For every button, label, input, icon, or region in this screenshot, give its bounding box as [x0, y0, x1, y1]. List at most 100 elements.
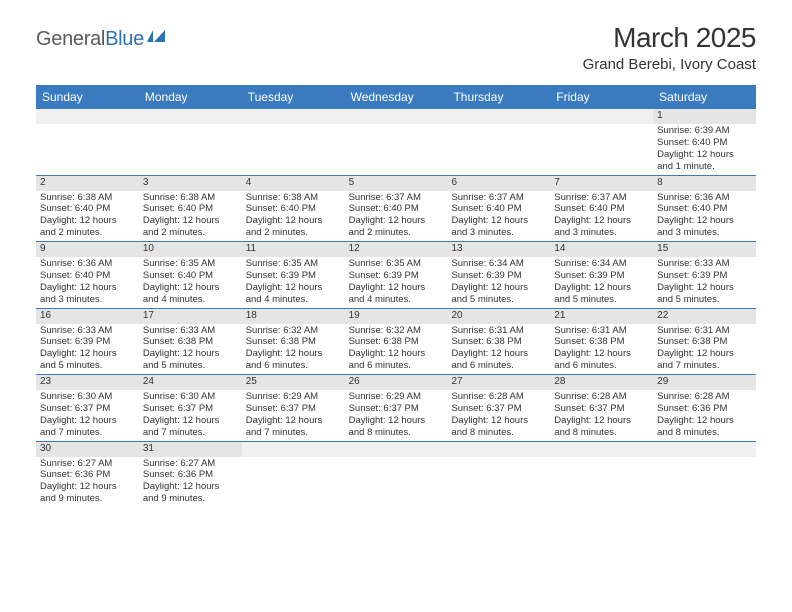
- calendar-cell: 13Sunrise: 6:34 AMSunset: 6:39 PMDayligh…: [447, 242, 550, 308]
- sunrise-text: Sunrise: 6:29 AM: [349, 391, 444, 403]
- daylight-text: Daylight: 12 hours and 6 minutes.: [554, 348, 649, 372]
- day-header: Tuesday: [242, 86, 345, 109]
- calendar-cell: 18Sunrise: 6:32 AMSunset: 6:38 PMDayligh…: [242, 309, 345, 375]
- sunset-text: Sunset: 6:38 PM: [451, 336, 546, 348]
- location-label: Grand Berebi, Ivory Coast: [583, 56, 756, 73]
- calendar-cell-blank: [550, 109, 653, 175]
- daylight-text: Daylight: 12 hours and 4 minutes.: [143, 282, 238, 306]
- week-row: 1Sunrise: 6:39 AMSunset: 6:40 PMDaylight…: [36, 109, 756, 176]
- calendar-cell-blank: [36, 109, 139, 175]
- day-number: 3: [139, 176, 242, 191]
- calendar-cell: 17Sunrise: 6:33 AMSunset: 6:38 PMDayligh…: [139, 309, 242, 375]
- calendar-cell: 6Sunrise: 6:37 AMSunset: 6:40 PMDaylight…: [447, 176, 550, 242]
- cell-body: Sunrise: 6:32 AMSunset: 6:38 PMDaylight:…: [345, 324, 448, 375]
- day-number: 22: [653, 309, 756, 324]
- day-number: 20: [447, 309, 550, 324]
- daylight-text: Daylight: 12 hours and 2 minutes.: [246, 215, 341, 239]
- logo-flag-icon: [147, 28, 169, 49]
- sunset-text: Sunset: 6:38 PM: [246, 336, 341, 348]
- day-number: 5: [345, 176, 448, 191]
- sunset-text: Sunset: 6:37 PM: [349, 403, 444, 415]
- cell-body: Sunrise: 6:36 AMSunset: 6:40 PMDaylight:…: [36, 257, 139, 308]
- sunset-text: Sunset: 6:37 PM: [554, 403, 649, 415]
- day-number: 27: [447, 375, 550, 390]
- daylight-text: Daylight: 12 hours and 5 minutes.: [451, 282, 546, 306]
- sunset-text: Sunset: 6:39 PM: [451, 270, 546, 282]
- day-number: [550, 442, 653, 457]
- day-number: 2: [36, 176, 139, 191]
- cell-body: Sunrise: 6:27 AMSunset: 6:36 PMDaylight:…: [36, 457, 139, 508]
- daylight-text: Daylight: 12 hours and 9 minutes.: [143, 481, 238, 505]
- sunrise-text: Sunrise: 6:33 AM: [40, 325, 135, 337]
- cell-body: Sunrise: 6:35 AMSunset: 6:39 PMDaylight:…: [345, 257, 448, 308]
- sunrise-text: Sunrise: 6:34 AM: [451, 258, 546, 270]
- title-block: March 2025 Grand Berebi, Ivory Coast: [583, 22, 756, 73]
- day-number: 28: [550, 375, 653, 390]
- calendar-cell: 26Sunrise: 6:29 AMSunset: 6:37 PMDayligh…: [345, 375, 448, 441]
- calendar-cell: 11Sunrise: 6:35 AMSunset: 6:39 PMDayligh…: [242, 242, 345, 308]
- daylight-text: Daylight: 12 hours and 3 minutes.: [554, 215, 649, 239]
- sunrise-text: Sunrise: 6:32 AM: [246, 325, 341, 337]
- cell-body: Sunrise: 6:33 AMSunset: 6:39 PMDaylight:…: [653, 257, 756, 308]
- sunset-text: Sunset: 6:36 PM: [40, 469, 135, 481]
- header: General Blue March 2025 Grand Berebi, Iv…: [0, 0, 792, 81]
- calendar-cell-blank: [447, 109, 550, 175]
- sunset-text: Sunset: 6:39 PM: [657, 270, 752, 282]
- day-number: 6: [447, 176, 550, 191]
- cell-body: Sunrise: 6:30 AMSunset: 6:37 PMDaylight:…: [139, 390, 242, 441]
- sunrise-text: Sunrise: 6:35 AM: [246, 258, 341, 270]
- day-number: [550, 109, 653, 124]
- cell-body: Sunrise: 6:31 AMSunset: 6:38 PMDaylight:…: [447, 324, 550, 375]
- sunset-text: Sunset: 6:38 PM: [143, 336, 238, 348]
- daylight-text: Daylight: 12 hours and 6 minutes.: [349, 348, 444, 372]
- day-number: [345, 442, 448, 457]
- sunrise-text: Sunrise: 6:39 AM: [657, 125, 752, 137]
- calendar-cell-blank: [242, 442, 345, 508]
- calendar-cell: 31Sunrise: 6:27 AMSunset: 6:36 PMDayligh…: [139, 442, 242, 508]
- sunset-text: Sunset: 6:40 PM: [143, 203, 238, 215]
- calendar-cell: 10Sunrise: 6:35 AMSunset: 6:40 PMDayligh…: [139, 242, 242, 308]
- sunrise-text: Sunrise: 6:35 AM: [349, 258, 444, 270]
- cell-body: Sunrise: 6:29 AMSunset: 6:37 PMDaylight:…: [345, 390, 448, 441]
- week-row: 2Sunrise: 6:38 AMSunset: 6:40 PMDaylight…: [36, 176, 756, 243]
- calendar-cell: 21Sunrise: 6:31 AMSunset: 6:38 PMDayligh…: [550, 309, 653, 375]
- calendar-cell: 5Sunrise: 6:37 AMSunset: 6:40 PMDaylight…: [345, 176, 448, 242]
- cell-body: Sunrise: 6:30 AMSunset: 6:37 PMDaylight:…: [36, 390, 139, 441]
- sunrise-text: Sunrise: 6:32 AM: [349, 325, 444, 337]
- sunset-text: Sunset: 6:38 PM: [349, 336, 444, 348]
- day-number: 17: [139, 309, 242, 324]
- cell-body: Sunrise: 6:35 AMSunset: 6:40 PMDaylight:…: [139, 257, 242, 308]
- daylight-text: Daylight: 12 hours and 1 minute.: [657, 149, 752, 173]
- daylight-text: Daylight: 12 hours and 5 minutes.: [657, 282, 752, 306]
- sunset-text: Sunset: 6:39 PM: [554, 270, 649, 282]
- daylight-text: Daylight: 12 hours and 8 minutes.: [349, 415, 444, 439]
- daylight-text: Daylight: 12 hours and 6 minutes.: [451, 348, 546, 372]
- daylight-text: Daylight: 12 hours and 3 minutes.: [40, 282, 135, 306]
- logo: General Blue: [36, 28, 169, 51]
- calendar-cell-blank: [242, 109, 345, 175]
- day-number: [36, 109, 139, 124]
- sunset-text: Sunset: 6:37 PM: [143, 403, 238, 415]
- sunset-text: Sunset: 6:40 PM: [40, 203, 135, 215]
- daylight-text: Daylight: 12 hours and 5 minutes.: [40, 348, 135, 372]
- day-header: Thursday: [447, 86, 550, 109]
- calendar-cell: 12Sunrise: 6:35 AMSunset: 6:39 PMDayligh…: [345, 242, 448, 308]
- sunset-text: Sunset: 6:37 PM: [40, 403, 135, 415]
- cell-body: Sunrise: 6:34 AMSunset: 6:39 PMDaylight:…: [550, 257, 653, 308]
- day-number: 24: [139, 375, 242, 390]
- sunrise-text: Sunrise: 6:28 AM: [451, 391, 546, 403]
- daylight-text: Daylight: 12 hours and 8 minutes.: [554, 415, 649, 439]
- day-number: 14: [550, 242, 653, 257]
- calendar-cell-blank: [653, 442, 756, 508]
- calendar-cell: 14Sunrise: 6:34 AMSunset: 6:39 PMDayligh…: [550, 242, 653, 308]
- sunrise-text: Sunrise: 6:29 AM: [246, 391, 341, 403]
- daylight-text: Daylight: 12 hours and 8 minutes.: [657, 415, 752, 439]
- sunrise-text: Sunrise: 6:31 AM: [657, 325, 752, 337]
- cell-body: Sunrise: 6:32 AMSunset: 6:38 PMDaylight:…: [242, 324, 345, 375]
- daylight-text: Daylight: 12 hours and 7 minutes.: [143, 415, 238, 439]
- sunrise-text: Sunrise: 6:37 AM: [554, 192, 649, 204]
- daylight-text: Daylight: 12 hours and 5 minutes.: [554, 282, 649, 306]
- day-number: 19: [345, 309, 448, 324]
- sunset-text: Sunset: 6:38 PM: [657, 336, 752, 348]
- day-number: 12: [345, 242, 448, 257]
